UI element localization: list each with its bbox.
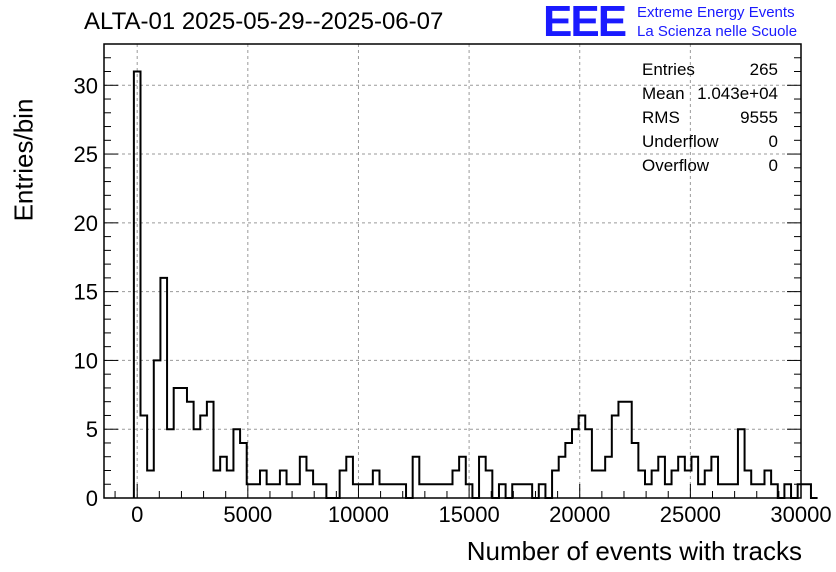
x-tick-label: 0: [131, 502, 143, 527]
stats-key: Underflow: [642, 132, 719, 151]
stats-box: Entries 265 Mean 1.043e+04 RMS 9555 Unde…: [640, 58, 780, 178]
stats-value: 0: [768, 132, 778, 151]
x-tick-label: 25000: [660, 502, 721, 527]
y-tick-label: 15: [74, 280, 98, 305]
y-tick-label: 10: [74, 348, 98, 373]
x-tick-label: 20000: [549, 502, 610, 527]
x-tick-label: 10000: [328, 502, 389, 527]
stats-key: Overflow: [642, 156, 710, 175]
stats-row-rms: RMS 9555: [640, 106, 780, 130]
y-axis-label-box: Entries/bin: [6, 99, 42, 222]
x-tick-label: 15000: [439, 502, 500, 527]
histogram-outline: [132, 70, 818, 499]
stats-value: 9555: [740, 108, 778, 127]
axis-ticks: [104, 43, 802, 499]
stats-row-mean: Mean 1.043e+04: [640, 82, 780, 106]
y-tick-label: 30: [74, 73, 98, 98]
stats-key: RMS: [642, 108, 680, 127]
chart-title: ALTA-01 2025-05-29--2025-06-07: [84, 8, 444, 35]
y-axis-label: Entries/bin: [8, 98, 39, 222]
y-tick-label: 5: [86, 417, 98, 442]
stats-key: Entries: [642, 60, 695, 79]
stats-value: 265: [749, 60, 778, 79]
logo-line-2: La Scienza nelle Scuole: [637, 23, 798, 40]
stats-value: 1.043e+04: [697, 84, 778, 103]
y-tick-label: 0: [86, 486, 98, 511]
logo-caption: Extreme Energy Events La Scienza nelle S…: [637, 3, 797, 41]
stats-row-overflow: Overflow 0: [640, 154, 780, 178]
plot-frame: [103, 43, 802, 499]
x-axis-label: Number of events with tracks: [466, 536, 802, 566]
logo-line-1: Extreme Energy Events: [637, 4, 795, 21]
x-tick-label: 30000: [770, 502, 831, 527]
eee-logo: EEE: [543, 0, 627, 46]
y-tick-label: 20: [74, 211, 98, 236]
y-tick-label: 25: [74, 142, 98, 167]
tick-labels: 0 5000 10000 15000 20000 25000 30000 0 5 10 15 20 25…: [74, 73, 832, 527]
stats-row-underflow: Underflow 0: [640, 130, 780, 154]
stats-row-entries: Entries 265: [640, 58, 780, 82]
stats-value: 0: [768, 156, 778, 175]
stats-key: Mean: [642, 84, 685, 103]
x-tick-label: 5000: [223, 502, 272, 527]
